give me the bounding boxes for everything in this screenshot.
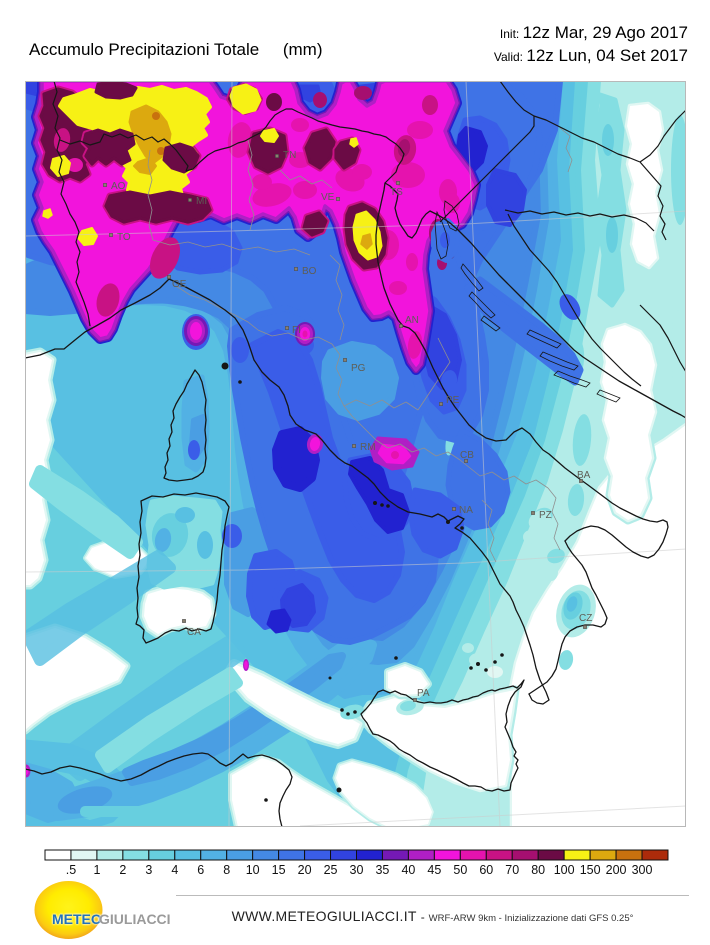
svg-text:300: 300 xyxy=(632,863,653,877)
svg-text:30: 30 xyxy=(350,863,364,877)
svg-text:AO: AO xyxy=(111,181,126,192)
svg-text:60: 60 xyxy=(479,863,493,877)
svg-text:AN: AN xyxy=(405,315,419,326)
svg-text:50: 50 xyxy=(453,863,467,877)
svg-text:RM: RM xyxy=(360,442,376,453)
svg-text:PA: PA xyxy=(417,688,430,699)
svg-text:BO: BO xyxy=(302,266,317,277)
svg-text:20: 20 xyxy=(298,863,312,877)
svg-text:80: 80 xyxy=(531,863,545,877)
svg-text:CZ: CZ xyxy=(579,613,592,624)
svg-text:GE: GE xyxy=(172,279,187,290)
svg-text:10: 10 xyxy=(246,863,260,877)
svg-text:MI: MI xyxy=(196,196,207,207)
svg-text:TN: TN xyxy=(283,150,296,161)
svg-text:2: 2 xyxy=(119,863,126,877)
svg-text:.5: .5 xyxy=(66,863,76,877)
svg-text:TS: TS xyxy=(390,187,403,198)
svg-text:200: 200 xyxy=(606,863,627,877)
svg-text:3: 3 xyxy=(145,863,152,877)
svg-text:PG: PG xyxy=(351,363,366,374)
svg-text:TO: TO xyxy=(117,232,131,243)
svg-text:VE: VE xyxy=(321,192,335,203)
svg-text:15: 15 xyxy=(272,863,286,877)
svg-text:4: 4 xyxy=(171,863,178,877)
svg-text:1: 1 xyxy=(93,863,100,877)
svg-text:25: 25 xyxy=(324,863,338,877)
svg-text:PE: PE xyxy=(446,395,460,406)
svg-text:8: 8 xyxy=(223,863,230,877)
svg-text:FI: FI xyxy=(292,325,301,336)
svg-text:CB: CB xyxy=(460,450,474,461)
svg-text:150: 150 xyxy=(580,863,601,877)
svg-text:70: 70 xyxy=(505,863,519,877)
svg-text:NA: NA xyxy=(459,505,473,516)
svg-text:35: 35 xyxy=(375,863,389,877)
svg-text:CA: CA xyxy=(187,627,201,638)
svg-text:40: 40 xyxy=(401,863,415,877)
svg-text:6: 6 xyxy=(197,863,204,877)
svg-text:45: 45 xyxy=(427,863,441,877)
svg-text:PZ: PZ xyxy=(539,510,552,521)
svg-text:100: 100 xyxy=(554,863,575,877)
svg-text:BA: BA xyxy=(577,470,591,481)
